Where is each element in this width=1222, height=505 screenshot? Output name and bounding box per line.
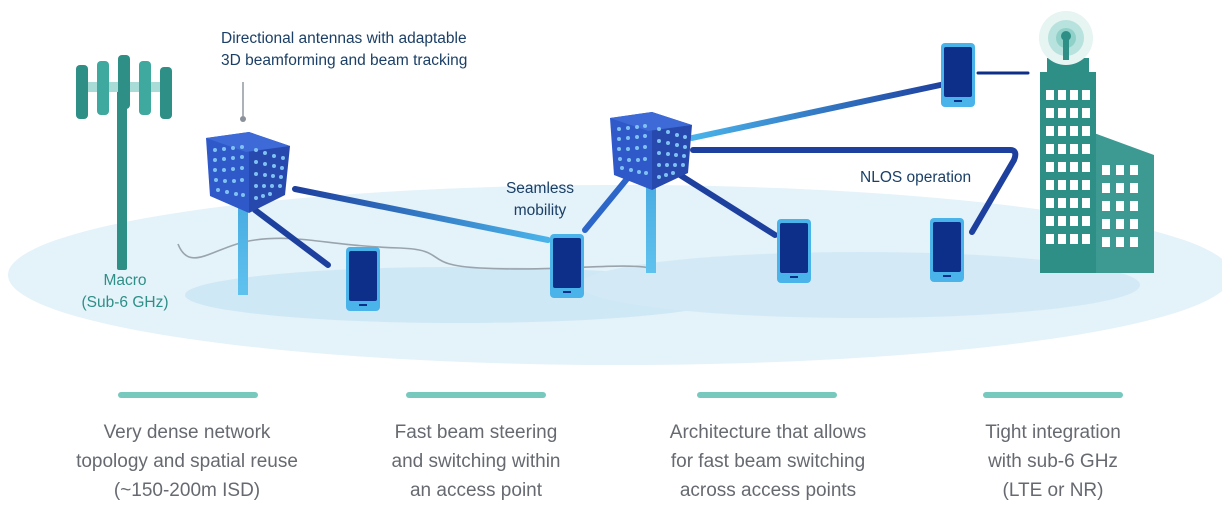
nlos-operation-label: NLOS operation: [860, 169, 972, 186]
caption-line: and switching within: [391, 451, 561, 472]
feature-caption-sub6-integration: Tight integration with sub-6 GHz (LTE or…: [918, 418, 1188, 505]
caption-line: (~150-200m ISD): [113, 480, 261, 501]
access-point-icon: [206, 132, 290, 295]
caption-line: topology and spatial reuse: [76, 451, 298, 472]
seamless-mobility-line-2: mobility: [513, 202, 567, 219]
feature-divider: [983, 392, 1123, 398]
feature-caption-dense-network: Very dense network topology and spatial …: [52, 418, 322, 505]
caption-line: across access points: [679, 480, 857, 501]
access-point-icon: [610, 112, 692, 273]
caption-line: Tight integration: [985, 422, 1121, 443]
smartphone-icon: [930, 218, 964, 282]
directional-antennas-line-2: 3D beamforming and beam tracking: [221, 52, 468, 69]
directional-antennas-label: Directional antennas with adaptable 3D b…: [221, 28, 467, 72]
caption-line: Architecture that allows: [669, 422, 867, 443]
antenna-callout-line: [240, 82, 246, 122]
macro-line-1: Macro: [103, 272, 147, 289]
smartphone-icon: [346, 247, 380, 311]
feature-divider: [697, 392, 837, 398]
caption-line: for fast beam switching: [670, 451, 866, 472]
beams: [252, 71, 1030, 268]
coverage-ground: [8, 185, 1222, 365]
signal-beacon-icon: [1039, 11, 1093, 65]
macro-line-2: (Sub-6 GHz): [81, 294, 169, 311]
feature-caption-beam-steering: Fast beam steering and switching within …: [341, 418, 611, 505]
caption-line: with sub-6 GHz: [988, 451, 1118, 472]
feature-divider: [406, 392, 546, 398]
caption-line: Fast beam steering: [394, 422, 558, 443]
caption-line: Very dense network: [103, 422, 271, 443]
macro-label: Macro (Sub-6 GHz): [70, 270, 180, 314]
macro-tower-icon: [76, 55, 172, 270]
seamless-mobility-line-1: Seamless: [505, 180, 575, 197]
directional-antennas-line-1: Directional antennas with adaptable: [221, 30, 467, 47]
caption-line: an access point: [409, 480, 543, 501]
caption-line: (LTE or NR): [1002, 480, 1104, 501]
feature-divider: [118, 392, 258, 398]
smartphone-icon: [777, 219, 811, 283]
feature-caption-architecture: Architecture that allows for fast beam s…: [633, 418, 903, 505]
seamless-mobility-label: Seamless mobility: [500, 178, 580, 222]
smartphone-icon: [941, 43, 975, 107]
building-icon: [1040, 46, 1154, 273]
smartphone-icon: [550, 234, 584, 298]
